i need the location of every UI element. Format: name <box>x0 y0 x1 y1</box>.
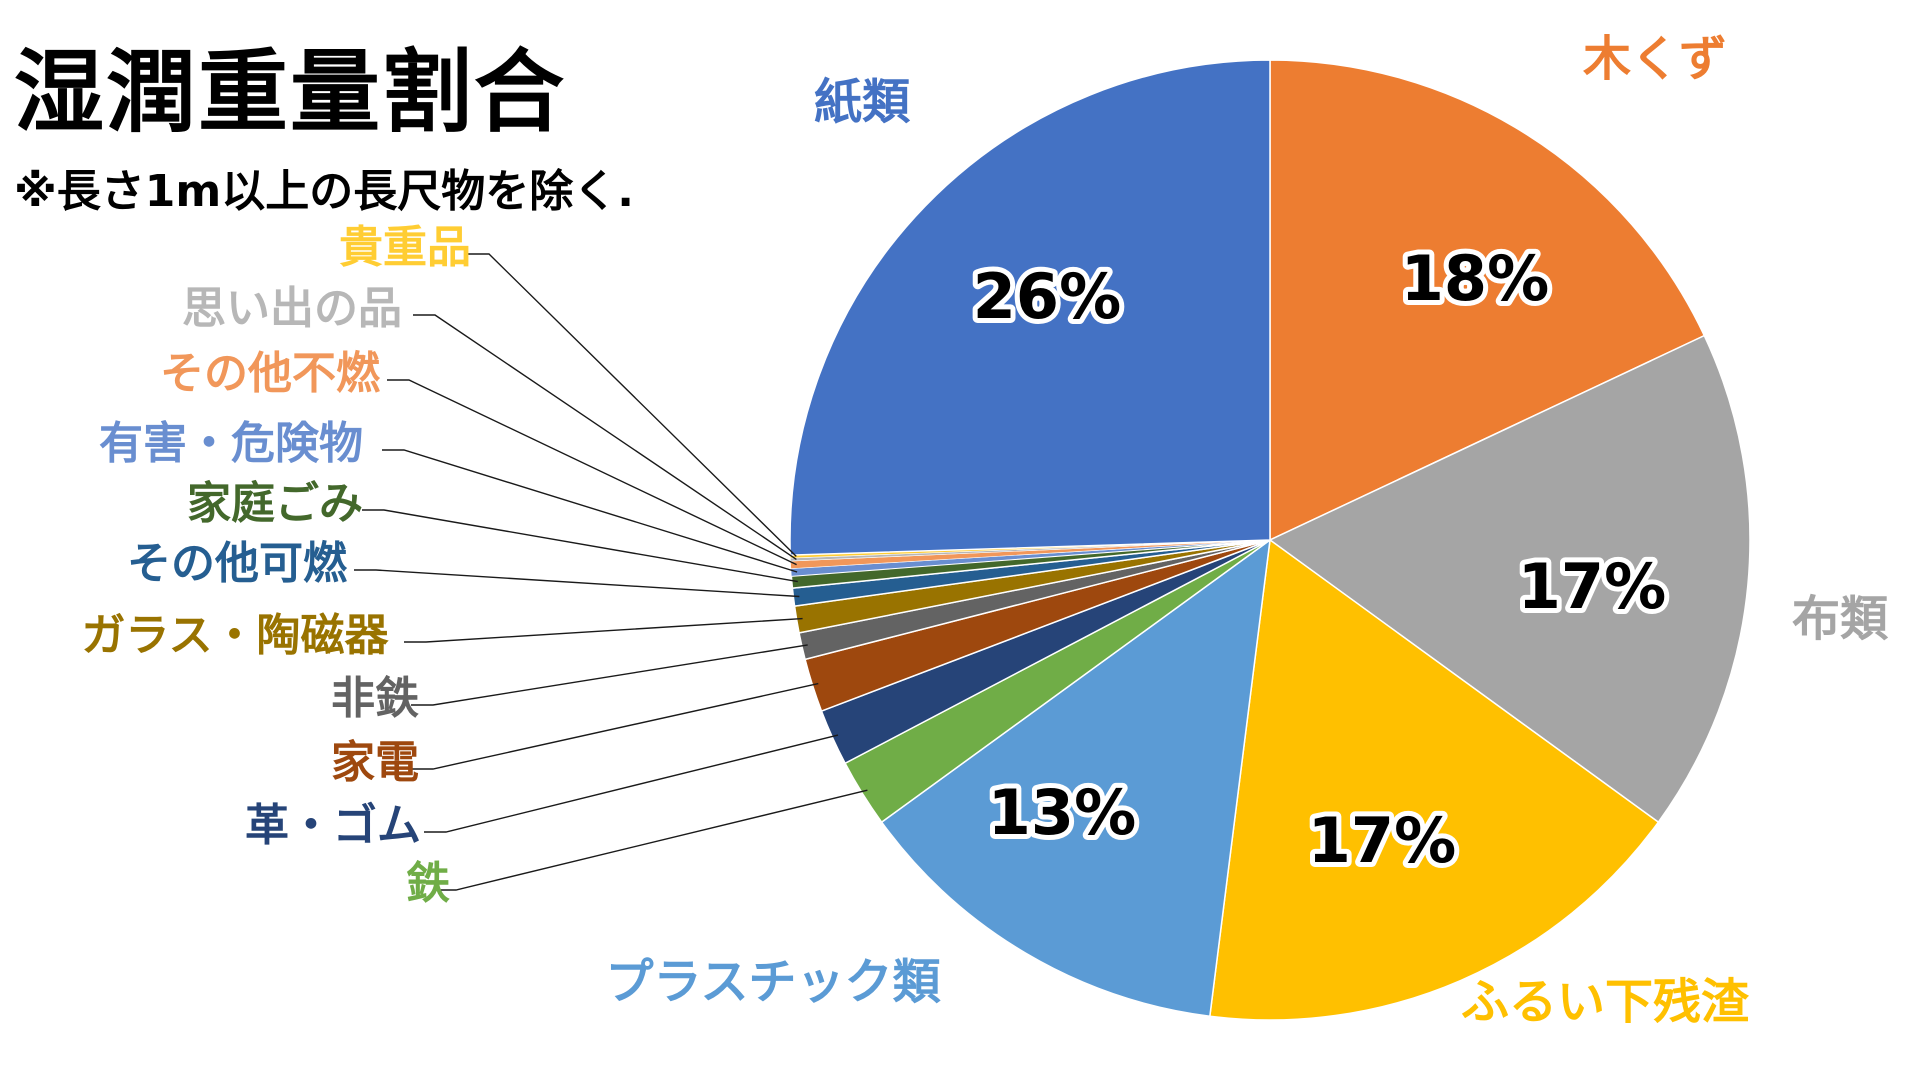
leader-line-4 <box>434 789 868 891</box>
leader-line-9 <box>354 569 800 598</box>
slice-label-5: 革・ゴム <box>245 800 421 851</box>
leader-line-6 <box>411 682 819 770</box>
pct-label-15: 26% <box>973 260 1121 333</box>
leader-line-8 <box>404 617 803 643</box>
pie-slice-15 <box>789 59 1271 556</box>
leader-line-14 <box>467 253 797 557</box>
slice-label-4: 鉄 <box>406 858 450 909</box>
leader-line-12 <box>387 379 797 566</box>
chart-subtitle: ※長さ1m以上の長尺物を除く. <box>14 166 634 217</box>
slice-label-8: ガラス・陶磁器 <box>81 610 389 661</box>
leader-line-7 <box>411 644 808 706</box>
slice-label-6: 家電 <box>331 737 419 788</box>
slice-label-14: 貴重品 <box>339 222 471 273</box>
leader-line-5 <box>424 734 839 833</box>
leader-line-10 <box>362 509 798 583</box>
slice-label-12: その他不燃 <box>160 348 381 399</box>
pie-slice-3 <box>880 538 1271 1018</box>
slice-label-10: 家庭ごみ <box>187 478 363 529</box>
slice-label-3: プラスチック類 <box>605 954 941 1010</box>
leader-line-11 <box>382 449 798 573</box>
slice-label-2: ふるい下残渣 <box>1461 974 1750 1030</box>
chart-title: 湿潤重量割合 <box>14 40 566 145</box>
leader-line-13 <box>413 314 797 560</box>
pct-label-0: 18% <box>1401 242 1549 315</box>
pct-label-2: 17% <box>1308 804 1456 877</box>
pct-label-1: 17% <box>1518 550 1666 623</box>
slice-label-1: 布類 <box>1792 591 1889 647</box>
slice-label-9: その他可燃 <box>127 538 348 589</box>
pie-slice-0 <box>1269 59 1706 542</box>
slice-label-13: 思い出の品 <box>182 283 402 334</box>
slice-label-7: 非鉄 <box>331 673 419 724</box>
slice-label-15: 紙類 <box>814 74 911 130</box>
pie-slice-2 <box>1209 538 1660 1021</box>
pct-label-3: 13% <box>988 776 1136 849</box>
pie-slice-1 <box>1268 334 1751 824</box>
slice-label-0: 木くず <box>1583 31 1727 87</box>
slice-label-11: 有害・危険物 <box>99 418 363 469</box>
